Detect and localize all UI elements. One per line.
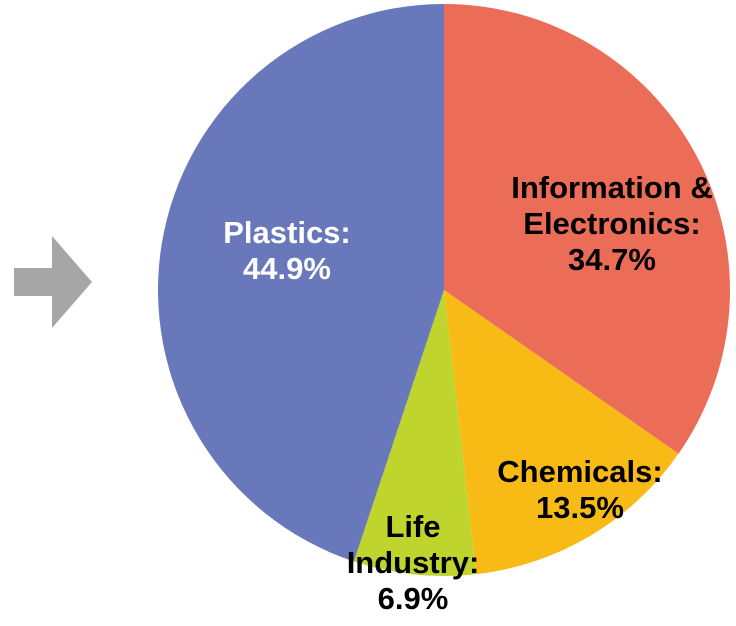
slice-label-line: 44.9% [243, 251, 331, 286]
pie-slice-life-industry [353, 290, 477, 576]
pie-slice-plastics [158, 4, 445, 562]
pie-slice-chemicals [444, 290, 679, 575]
pie-slices [158, 3, 731, 576]
right-arrow-icon [14, 236, 92, 328]
slice-label: Plastics: 44.9% [223, 215, 351, 286]
slice-label-line: 13.5% [536, 490, 624, 525]
slice-label: Life Industry: 6.9% [347, 509, 480, 616]
slice-label-line: 6.9% [378, 581, 449, 616]
pie-slice-information-electronics [444, 3, 731, 454]
slice-label: Information & Electronics: 34.7% [511, 170, 713, 277]
slice-label-line: Life [385, 509, 440, 544]
pie-labels: Information & Electronics: 34.7% Chemicals:… [223, 170, 713, 616]
slice-label: Chemicals: 13.5% [497, 454, 662, 525]
slice-label-line: Information & [511, 170, 713, 205]
slice-label-line: 34.7% [568, 242, 656, 277]
slice-label-line: Chemicals: [497, 454, 662, 489]
slice-label-line: Electronics: [523, 206, 700, 241]
slice-label-line: Plastics: [223, 215, 351, 250]
slice-label-line: Industry: [347, 545, 480, 580]
